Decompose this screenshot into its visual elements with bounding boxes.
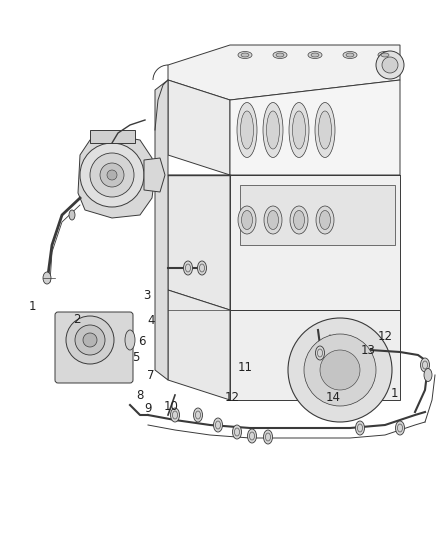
- Ellipse shape: [194, 408, 202, 422]
- Ellipse shape: [311, 53, 319, 57]
- Ellipse shape: [378, 52, 392, 59]
- Circle shape: [66, 316, 114, 364]
- Text: 4: 4: [147, 314, 155, 327]
- Circle shape: [382, 57, 398, 73]
- Ellipse shape: [289, 102, 309, 157]
- Ellipse shape: [315, 346, 325, 360]
- Circle shape: [83, 333, 97, 347]
- Polygon shape: [144, 158, 165, 192]
- Ellipse shape: [273, 52, 287, 59]
- Text: 6: 6: [138, 335, 146, 348]
- Ellipse shape: [43, 272, 51, 284]
- Circle shape: [288, 318, 392, 422]
- Text: 3: 3: [143, 289, 150, 302]
- Polygon shape: [168, 80, 230, 175]
- Ellipse shape: [264, 206, 282, 234]
- Ellipse shape: [237, 102, 257, 157]
- Circle shape: [90, 153, 134, 197]
- Ellipse shape: [264, 430, 272, 444]
- Ellipse shape: [293, 211, 304, 230]
- Polygon shape: [168, 290, 230, 400]
- Ellipse shape: [238, 206, 256, 234]
- Ellipse shape: [247, 429, 257, 443]
- Text: 14: 14: [325, 391, 340, 403]
- Ellipse shape: [263, 102, 283, 157]
- Text: 7: 7: [147, 369, 155, 382]
- Polygon shape: [230, 310, 400, 400]
- Ellipse shape: [343, 52, 357, 59]
- Ellipse shape: [213, 418, 223, 432]
- Ellipse shape: [420, 358, 430, 372]
- Polygon shape: [168, 175, 230, 310]
- Ellipse shape: [233, 425, 241, 439]
- Polygon shape: [240, 185, 395, 245]
- Circle shape: [376, 51, 404, 79]
- Ellipse shape: [319, 211, 331, 230]
- Ellipse shape: [346, 53, 354, 57]
- Polygon shape: [230, 175, 400, 310]
- FancyBboxPatch shape: [55, 312, 133, 383]
- Text: 12: 12: [225, 391, 240, 403]
- Ellipse shape: [125, 330, 135, 350]
- Text: 1: 1: [29, 300, 37, 313]
- Ellipse shape: [238, 52, 252, 59]
- Ellipse shape: [396, 421, 405, 435]
- Polygon shape: [155, 80, 168, 380]
- Polygon shape: [230, 80, 400, 175]
- Ellipse shape: [240, 111, 254, 149]
- Circle shape: [320, 350, 360, 390]
- Ellipse shape: [241, 211, 252, 230]
- Ellipse shape: [268, 211, 279, 230]
- Ellipse shape: [198, 261, 206, 275]
- Ellipse shape: [184, 261, 192, 275]
- Text: 9: 9: [144, 402, 152, 415]
- Ellipse shape: [241, 53, 249, 57]
- Circle shape: [304, 334, 376, 406]
- Text: 13: 13: [360, 344, 375, 357]
- Ellipse shape: [290, 206, 308, 234]
- Text: 5: 5: [132, 351, 139, 364]
- Polygon shape: [90, 130, 135, 143]
- Ellipse shape: [266, 111, 279, 149]
- Text: 10: 10: [163, 400, 178, 413]
- Ellipse shape: [170, 408, 180, 422]
- Polygon shape: [78, 135, 155, 218]
- Ellipse shape: [424, 368, 432, 382]
- Ellipse shape: [276, 53, 284, 57]
- Text: 1: 1: [390, 387, 398, 400]
- Ellipse shape: [381, 53, 389, 57]
- Ellipse shape: [316, 206, 334, 234]
- Polygon shape: [168, 45, 400, 100]
- Text: 2: 2: [73, 313, 81, 326]
- Ellipse shape: [318, 111, 332, 149]
- Text: 12: 12: [378, 330, 393, 343]
- Ellipse shape: [315, 102, 335, 157]
- Ellipse shape: [293, 111, 305, 149]
- Text: 8: 8: [137, 389, 144, 402]
- Circle shape: [100, 163, 124, 187]
- Circle shape: [75, 325, 105, 355]
- Ellipse shape: [356, 421, 364, 435]
- Ellipse shape: [308, 52, 322, 59]
- Ellipse shape: [69, 210, 75, 220]
- Circle shape: [107, 170, 117, 180]
- Text: 11: 11: [238, 361, 253, 374]
- Circle shape: [80, 143, 144, 207]
